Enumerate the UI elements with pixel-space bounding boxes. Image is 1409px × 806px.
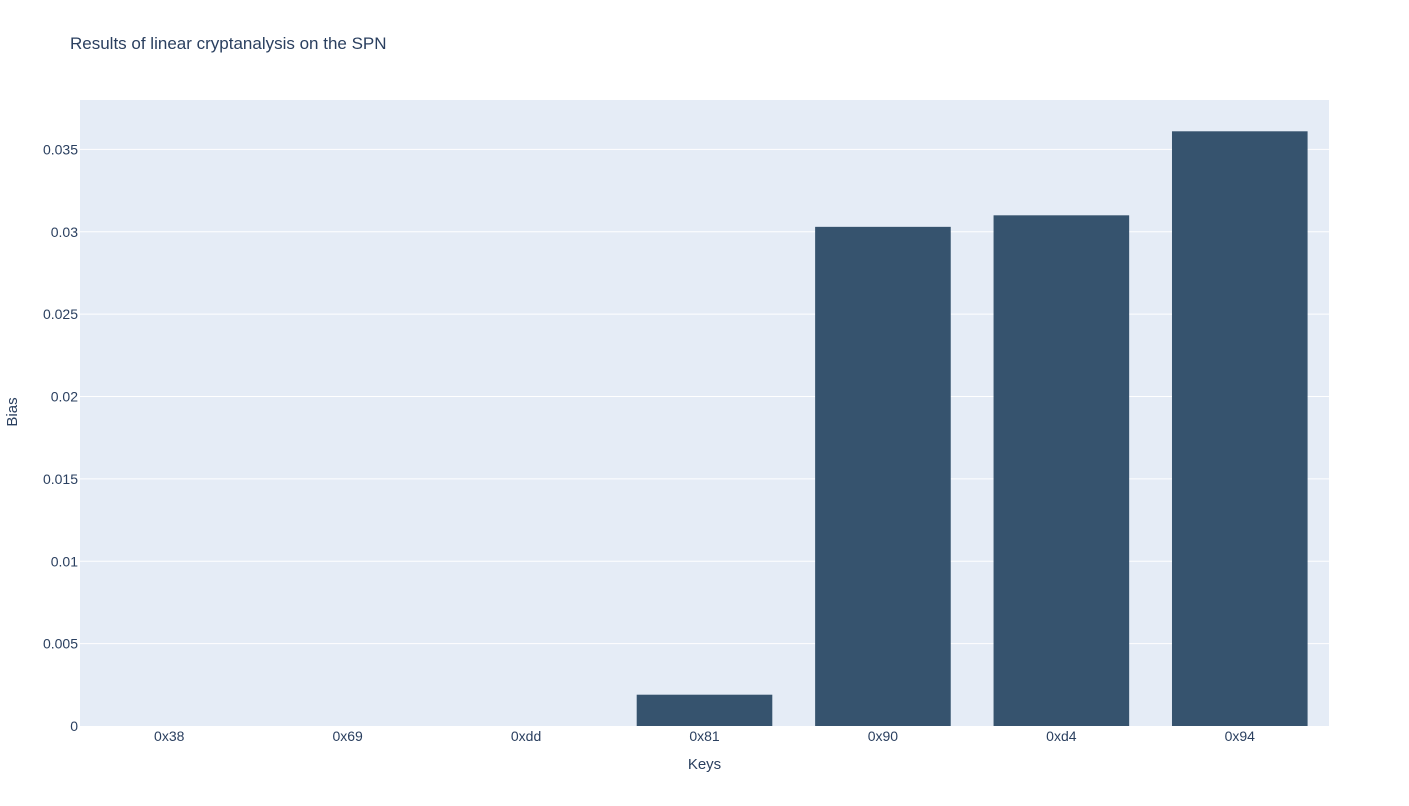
bar-0x81[interactable] bbox=[636, 694, 773, 726]
y-tick-label: 0 bbox=[70, 718, 78, 734]
x-axis-ticks: 0x38 0x69 0xdd 0x81 0x90 0xd4 0x94 bbox=[154, 728, 1255, 744]
bars bbox=[636, 131, 1308, 727]
y-axis-ticks: 0 0.005 0.01 0.015 0.02 0.025 0.03 0.035 bbox=[43, 141, 78, 734]
y-tick-label: 0.015 bbox=[43, 471, 78, 487]
x-axis-title: Keys bbox=[688, 756, 721, 773]
plot-area bbox=[80, 100, 1329, 726]
x-tick-label: 0x38 bbox=[154, 728, 185, 744]
y-tick-label: 0.03 bbox=[51, 224, 78, 240]
x-tick-label: 0xd4 bbox=[1046, 728, 1077, 744]
y-tick-label: 0.035 bbox=[43, 141, 78, 157]
x-tick-label: 0x94 bbox=[1225, 728, 1256, 744]
bar-0x94[interactable] bbox=[1171, 131, 1308, 727]
y-axis-title: Bias bbox=[4, 397, 21, 426]
bar-0x90[interactable] bbox=[815, 226, 951, 727]
x-tick-label: 0x90 bbox=[868, 728, 899, 744]
gridlines bbox=[80, 148, 1329, 645]
y-tick-label: 0.01 bbox=[51, 553, 78, 569]
x-tick-label: 0x81 bbox=[689, 728, 720, 744]
x-tick-label: 0xdd bbox=[511, 728, 541, 744]
bar-0xd4[interactable] bbox=[993, 215, 1130, 726]
y-tick-label: 0.02 bbox=[51, 389, 78, 405]
y-tick-label: 0.005 bbox=[43, 636, 78, 652]
y-tick-label: 0.025 bbox=[43, 306, 78, 322]
chart-title: Results of linear cryptanalysis on the S… bbox=[70, 34, 387, 53]
x-tick-label: 0x69 bbox=[332, 728, 363, 744]
